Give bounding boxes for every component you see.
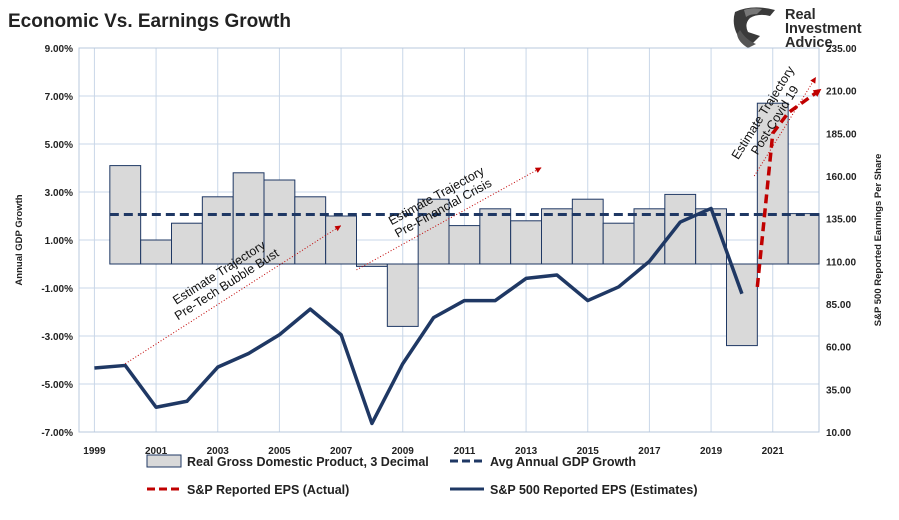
x-tick-label: 2011 [454, 446, 476, 457]
legend-label: Real Gross Domestic Product, 3 Decimal [187, 455, 429, 469]
gdp-bar [602, 222, 635, 265]
gdp-bar [664, 193, 697, 265]
legend: Real Gross Domestic Product, 3 Decimal Av… [146, 454, 697, 497]
left-tick-label: 1.00% [45, 236, 73, 247]
right-tick-label: 85.00 [826, 300, 851, 311]
series-lines [94, 89, 821, 426]
left-tick-label: -5.00% [41, 380, 73, 391]
x-tick-label: 2013 [515, 446, 538, 457]
left-tick-label: 7.00% [45, 92, 73, 103]
left-tick-label: -7.00% [41, 428, 73, 439]
right-tick-label: 235.00 [826, 44, 857, 55]
x-tick-label: 2007 [330, 446, 353, 457]
gdp-bar [356, 263, 388, 267]
eps-estimates-line [94, 206, 744, 426]
right-tick-label: 160.00 [826, 172, 857, 183]
x-tick-label: 2001 [145, 446, 168, 457]
legend-swatch [146, 454, 182, 468]
gdp-bar [201, 196, 234, 265]
eps-actual-line [755, 89, 821, 288]
gdp-bar [479, 208, 512, 265]
x-tick-label: 2005 [268, 446, 291, 457]
chart-title: Economic Vs. Earnings Growth [8, 11, 291, 32]
left-tick-label: -3.00% [41, 332, 73, 343]
left-axis-ticks: 9.00% 7.00% 5.00% 3.00% 1.00% -1.00% -3.00% -5.… [41, 44, 73, 439]
x-tick-label: 2017 [638, 446, 661, 457]
trajectory-arrow [124, 225, 342, 365]
x-tick-label: 2003 [207, 446, 230, 457]
gdp-bar [448, 225, 481, 265]
right-tick-label: 35.00 [826, 385, 851, 396]
gdp-bar [726, 263, 758, 347]
right-tick-label: 185.00 [826, 129, 857, 140]
brand-logo: Real Investment Advice [733, 7, 862, 51]
left-tick-label: 3.00% [45, 188, 73, 199]
gdp-bar [325, 215, 357, 265]
gdp-bar [263, 179, 296, 265]
right-tick-label: 110.00 [826, 257, 856, 268]
brand-line-1: Real [785, 7, 816, 23]
gdp-bar [541, 208, 573, 265]
gdp-bar [787, 213, 820, 265]
right-tick-label: 135.00 [826, 215, 857, 226]
gdp-bar [294, 196, 327, 265]
x-tick-label: 2009 [392, 446, 415, 457]
right-axis-ticks: 235.00 210.00 185.00 160.00 135.00 110.00 85.0… [826, 44, 857, 439]
gdp-bar [232, 172, 265, 265]
legend-label: S&P 500 Reported EPS (Estimates) [490, 483, 697, 497]
x-tick-label: 1999 [83, 446, 106, 457]
right-axis-label: S&P 500 Reported Earnings Per Share [873, 154, 884, 326]
eagle-head-icon [733, 7, 775, 48]
left-tick-label: 9.00% [45, 44, 73, 55]
x-axis-ticks: 1999 2001 2003 2005 2007 2009 2011 2013 2015 2017… [83, 446, 784, 457]
gdp-bar [633, 208, 666, 265]
gdp-bar [140, 239, 173, 265]
gdp-bar [171, 222, 203, 265]
right-tick-label: 60.00 [826, 343, 851, 354]
gdp-bar [571, 198, 604, 265]
trajectory-arrow [356, 167, 542, 271]
brand-line-3: Advice [785, 35, 833, 51]
right-tick-label: 210.00 [826, 87, 857, 98]
legend-label: Avg Annual GDP Growth [490, 455, 636, 469]
left-tick-label: 5.00% [45, 140, 73, 151]
brand-line-2: Investment [785, 21, 862, 37]
right-tick-label: 10.00 [826, 428, 851, 439]
x-tick-label: 2015 [577, 446, 600, 457]
gdp-bar [386, 263, 419, 327]
legend-label: S&P Reported EPS (Actual) [187, 483, 349, 497]
left-tick-label: -1.00% [41, 284, 73, 295]
gdp-bar [510, 220, 542, 265]
x-tick-label: 2019 [700, 446, 723, 457]
left-axis-label: Annual GDP Growth [14, 194, 25, 285]
x-tick-label: 2021 [762, 446, 785, 457]
